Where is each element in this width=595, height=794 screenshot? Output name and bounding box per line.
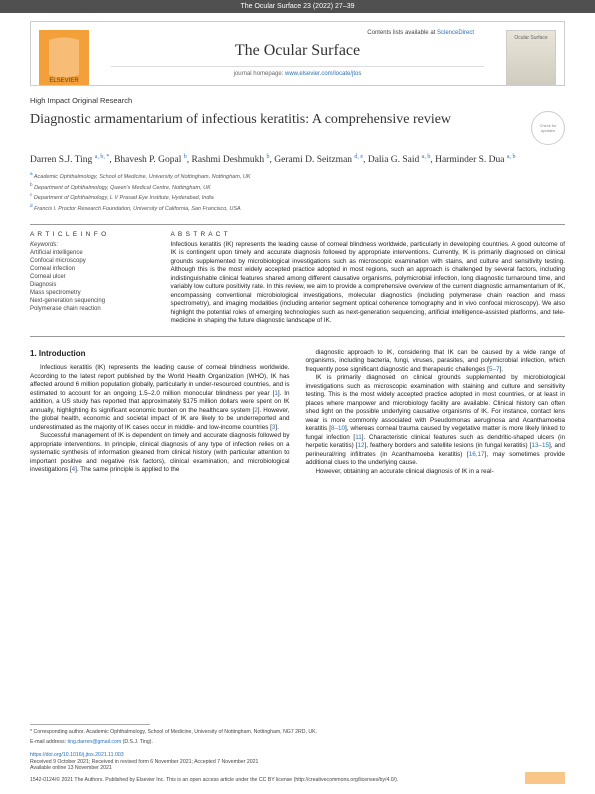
keyword-item: Corneal ulcer: [30, 273, 155, 281]
email-link[interactable]: ting.darren@gmail.com: [67, 739, 121, 745]
body-paragraph: However, obtaining an accurate clinical …: [306, 468, 566, 477]
email-line: E-mail address: ting.darren@gmail.com (D…: [30, 739, 565, 746]
keyword-item: Corneal infection: [30, 265, 155, 273]
body-paragraph: IK is primarily diagnosed on clinical gr…: [306, 374, 566, 468]
body-columns: 1. Introduction Infectious keratitis (IK…: [30, 349, 565, 477]
body-paragraph: Infectious keratitis (IK) represents the…: [30, 364, 290, 432]
body-right-col: diagnostic approach to IK, considering t…: [306, 349, 566, 477]
email-suffix: (D.S.J. Ting).: [121, 739, 153, 745]
article-info-col: A R T I C L E I N F O Keywords: Artifici…: [30, 231, 155, 326]
article-info-head: A R T I C L E I N F O: [30, 231, 155, 238]
section-heading-intro: 1. Introduction: [30, 349, 290, 360]
abstract-head: A B S T R A C T: [171, 231, 565, 238]
homepage-link[interactable]: www.elsevier.com/locate/jtos: [285, 71, 361, 77]
affiliations: a Academic Ophthalmology, School of Medi…: [30, 171, 565, 213]
elsevier-footer-logo: [525, 772, 565, 784]
email-label: E-mail address:: [30, 739, 67, 745]
keyword-item: Artificial intelligence: [30, 249, 155, 257]
received-line: Received 9 October 2021; Received in rev…: [30, 759, 565, 766]
keyword-item: Mass spectrometry: [30, 289, 155, 297]
keyword-item: Polymerase chain reaction: [30, 305, 155, 313]
elsevier-logo: ELSEVIER: [39, 30, 89, 85]
crossmark-badge[interactable]: Check for updates: [531, 111, 565, 145]
doi-link[interactable]: https://doi.org/10.1016/j.jtos.2021.11.0…: [30, 752, 124, 758]
sciencedirect-link[interactable]: ScienceDirect: [437, 30, 474, 36]
author-list: Darren S.J. Ting a, b, *, Bhavesh P. Gop…: [30, 153, 565, 167]
article-type: High Impact Original Research: [30, 96, 565, 105]
abstract-col: A B S T R A C T Infectious keratitis (IK…: [171, 231, 565, 326]
body-paragraph: Successful management of IK is dependent…: [30, 432, 290, 475]
article-title: Diagnostic armamentarium of infectious k…: [30, 111, 523, 129]
journal-title: The Ocular Surface: [31, 40, 564, 66]
keyword-item: Diagnosis: [30, 281, 155, 289]
keywords-label: Keywords:: [30, 241, 155, 249]
contents-list-line: Contents lists available at ScienceDirec…: [31, 30, 564, 40]
contents-prefix: Contents lists available at: [367, 30, 437, 36]
available-line: Available online 13 November 2021: [30, 765, 565, 772]
keyword-item: Next-generation sequencing: [30, 297, 155, 305]
body-paragraph: diagnostic approach to IK, considering t…: [306, 349, 566, 375]
article-main: High Impact Original Research Diagnostic…: [0, 86, 595, 476]
svg-text:ELSEVIER: ELSEVIER: [49, 78, 79, 84]
copyright-line: 1542-0124/© 2021 The Authors. Published …: [30, 777, 398, 784]
homepage-prefix: journal homepage:: [234, 71, 285, 77]
body-left-col: 1. Introduction Infectious keratitis (IK…: [30, 349, 290, 477]
homepage-line: journal homepage: www.elsevier.com/locat…: [111, 66, 484, 77]
abstract-text: Infectious keratitis (IK) represents the…: [171, 241, 565, 326]
corresponding-author: * Corresponding author. Academic Ophthal…: [30, 729, 565, 736]
keywords-block: Keywords: Artificial intelligenceConfoca…: [30, 241, 155, 314]
running-header: The Ocular Surface 23 (2022) 27–39: [0, 0, 595, 13]
journal-cover-thumb: Ocular Surface: [506, 30, 556, 85]
keyword-item: Confocal microscopy: [30, 257, 155, 265]
page-footer: * Corresponding author. Academic Ophthal…: [30, 720, 565, 784]
journal-header: ELSEVIER Ocular Surface Contents lists a…: [30, 21, 565, 86]
